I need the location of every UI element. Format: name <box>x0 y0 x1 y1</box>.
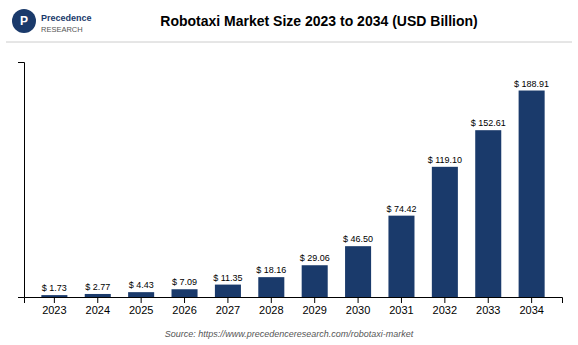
x-tick: 2031 <box>389 297 413 316</box>
x-tick-mark <box>531 297 532 303</box>
x-tick-label: 2023 <box>42 304 66 316</box>
x-tick-mark <box>488 297 489 303</box>
x-tick-mark <box>141 297 142 303</box>
x-tick-mark <box>271 297 272 303</box>
x-tick-label: 2032 <box>433 304 457 316</box>
x-tick: 2033 <box>476 297 500 316</box>
data-label: $ 2.77 <box>85 282 110 292</box>
x-tick-label: 2025 <box>129 304 153 316</box>
x-tick-mark <box>401 297 402 303</box>
data-label: $ 74.42 <box>386 204 416 214</box>
x-tick-mark <box>227 297 228 303</box>
x-tick-label: 2027 <box>216 304 240 316</box>
bar <box>258 277 284 297</box>
x-tick-label: 2034 <box>519 304 543 316</box>
x-tick-mark <box>314 297 315 303</box>
data-label: $ 46.50 <box>343 234 373 244</box>
data-label: $ 7.09 <box>172 277 197 287</box>
bar <box>345 246 371 297</box>
bar <box>85 294 111 297</box>
data-label: $ 152.61 <box>471 118 506 128</box>
x-tick: 2034 <box>519 297 543 316</box>
x-tick-mark <box>97 297 98 303</box>
bar <box>475 130 501 297</box>
data-label: $ 188.91 <box>514 79 549 89</box>
x-tick: 2029 <box>302 297 326 316</box>
separator <box>6 42 572 43</box>
x-tick-label: 2026 <box>172 304 196 316</box>
source: Source: https://www.precedenceresearch.c… <box>165 329 414 339</box>
chart: P Precedence RESEARCH Robotaxi Market Size … <box>0 0 578 345</box>
data-labels: $ 1.73 $ 2.77 $ 4.43 $ 7.09 $ 11.35 $ 18.16 $ … <box>42 79 549 294</box>
x-tick-label: 2033 <box>476 304 500 316</box>
x-tick: 2028 <box>259 297 283 316</box>
data-label: $ 119.10 <box>428 155 462 165</box>
bar <box>128 292 154 297</box>
x-tick-label: 2030 <box>346 304 370 316</box>
data-label: $ 4.43 <box>129 280 154 290</box>
x-axis: 2023 2024 2025 2026 2027 2028 2029 2030 2031 2032… <box>25 297 563 316</box>
data-label: $ 11.35 <box>213 273 242 283</box>
x-tick: 2030 <box>346 297 370 316</box>
data-label: $ 1.73 <box>42 283 67 293</box>
bar <box>388 216 414 297</box>
x-tick: 2024 <box>86 297 110 316</box>
x-tick: 2027 <box>216 297 240 316</box>
bar <box>215 285 241 297</box>
bar <box>172 289 198 297</box>
logo-letter: P <box>20 14 28 28</box>
logo-circle <box>12 9 36 33</box>
bars <box>41 91 544 297</box>
x-tick-mark <box>358 297 359 303</box>
data-label: $ 29.06 <box>300 253 330 263</box>
bar <box>41 295 67 297</box>
x-tick: 2025 <box>129 297 153 316</box>
title: Robotaxi Market Size 2023 to 2034 (USD B… <box>160 13 477 29</box>
logo-text: Precedence <box>41 13 92 23</box>
logo-subtext: RESEARCH <box>41 25 83 34</box>
x-tick-label: 2028 <box>259 304 283 316</box>
y-axis-line <box>18 63 25 298</box>
x-tick-label: 2024 <box>86 304 110 316</box>
x-tick-mark <box>54 297 55 303</box>
x-tick: 2023 <box>42 297 66 316</box>
x-tick: 2026 <box>172 297 196 316</box>
logo: P Precedence RESEARCH <box>12 9 92 34</box>
bar <box>302 265 328 297</box>
data-label: $ 18.16 <box>256 265 286 275</box>
bar <box>432 167 458 297</box>
bar <box>519 91 545 297</box>
x-tick-mark <box>444 297 445 303</box>
plot: $ 1.73 $ 2.77 $ 4.43 $ 7.09 $ 11.35 $ 18.16 $ … <box>18 63 563 316</box>
x-tick-label: 2029 <box>302 304 326 316</box>
y-axis <box>18 63 25 298</box>
x-tick-mark <box>184 297 185 303</box>
x-axis-line <box>25 298 563 304</box>
x-tick-label: 2031 <box>389 304 413 316</box>
x-tick: 2032 <box>433 297 457 316</box>
